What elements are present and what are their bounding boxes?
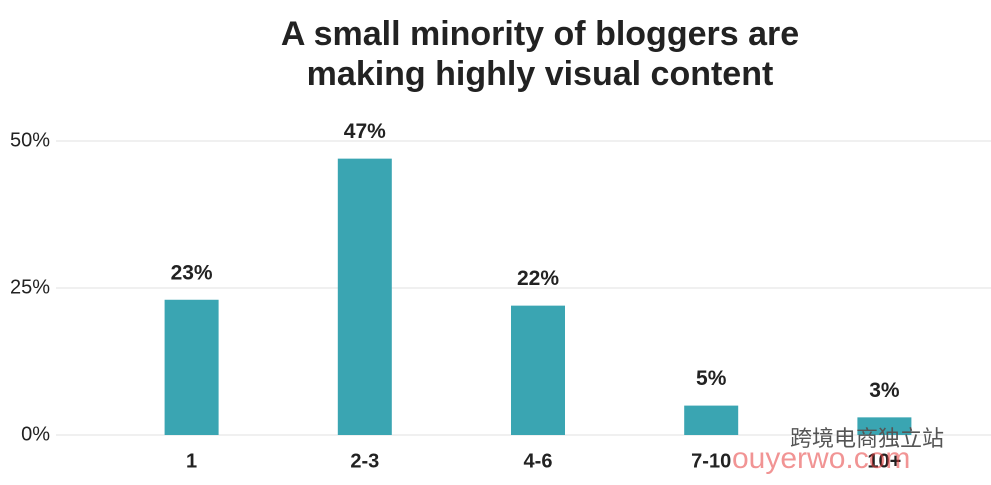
bar xyxy=(684,405,739,435)
value-label: 22% xyxy=(517,267,559,290)
watermark: 跨境电商独立站 xyxy=(790,426,944,451)
bar xyxy=(337,158,392,435)
x-tick-label: 10+ xyxy=(867,450,901,472)
bar xyxy=(857,417,912,435)
x-tick-label: 4-6 xyxy=(524,450,553,472)
value-label: 47% xyxy=(344,120,386,143)
watermark: ouyerwo.com xyxy=(732,442,910,475)
y-tick-label: 50% xyxy=(10,129,50,151)
bar xyxy=(164,299,219,435)
x-tick-label: 7-10 xyxy=(691,450,731,472)
value-label: 5% xyxy=(696,367,727,390)
value-label: 23% xyxy=(171,261,213,284)
chart-title: A small minority of bloggers are xyxy=(281,15,799,53)
x-tick-label: 1 xyxy=(186,450,197,472)
chart-title: making highly visual content xyxy=(307,55,774,93)
x-tick-label: 2-3 xyxy=(350,450,379,472)
value-label: 3% xyxy=(869,379,900,402)
bar xyxy=(511,305,565,435)
y-tick-label: 25% xyxy=(10,276,50,298)
y-tick-label: 0% xyxy=(21,423,50,445)
